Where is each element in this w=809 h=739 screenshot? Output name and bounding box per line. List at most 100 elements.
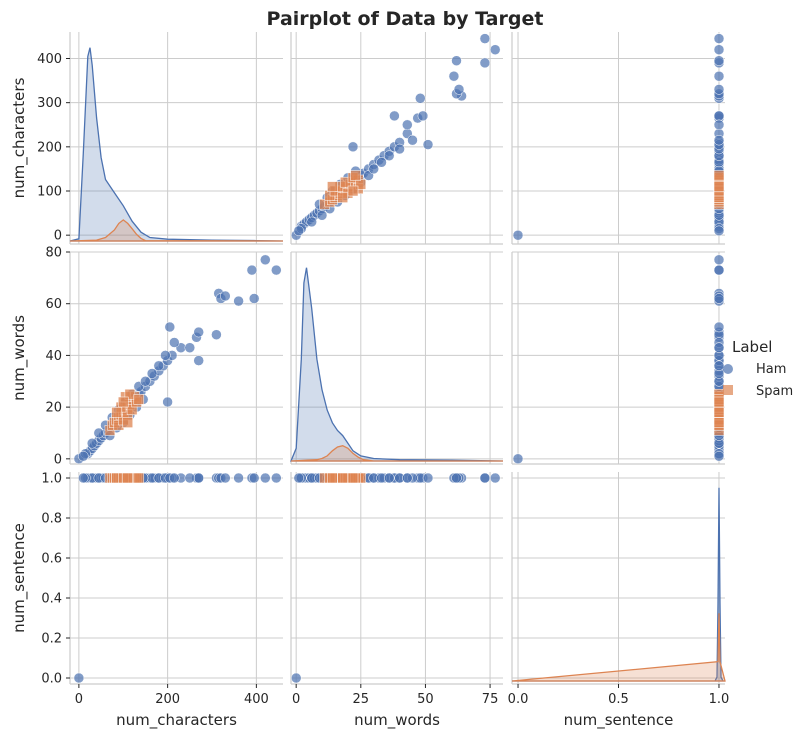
point-ham [713, 119, 725, 131]
legend-title: Label [732, 338, 772, 356]
point-ham [271, 264, 282, 276]
point-spam [133, 472, 145, 484]
point-ham [448, 70, 460, 82]
point-ham [248, 293, 260, 304]
point-ham [713, 70, 725, 82]
point-ham [512, 453, 524, 465]
tick-label-num_characters: 200 [37, 140, 62, 155]
tick-label-num_characters: 300 [37, 96, 62, 111]
tick-label-num_characters: 200 [155, 692, 180, 707]
kde-spam-num_sentence [511, 613, 726, 682]
point-ham [383, 472, 395, 484]
point-ham [422, 472, 434, 484]
panel-num_sentence-vs-num_characters [69, 472, 283, 685]
point-ham [290, 672, 302, 684]
panel-num_words-vs-num_sentence [511, 251, 725, 465]
point-ham [293, 472, 305, 484]
point-ham [415, 93, 426, 104]
axis-label-num_characters: num_characters [116, 711, 237, 730]
point-ham [713, 44, 725, 55]
point-ham [713, 264, 725, 276]
point-ham [417, 110, 429, 122]
point-spam [337, 192, 348, 203]
point-ham [86, 438, 98, 449]
kde-spam-num_characters [69, 219, 284, 242]
point-ham [713, 342, 725, 353]
axis-label-num_sentence: num_sentence [564, 711, 674, 730]
point-ham [489, 44, 501, 55]
tick-label-num_characters: 100 [37, 185, 62, 200]
point-ham [233, 295, 244, 307]
point-ham [713, 321, 725, 333]
point-ham [140, 376, 151, 387]
axis-label-num_characters: num_characters [10, 77, 29, 198]
tick-label-num_words: 0 [292, 692, 300, 707]
point-ham [479, 57, 491, 69]
point-ham [248, 472, 260, 484]
point-ham [260, 254, 271, 266]
point-spam [347, 472, 359, 484]
point-spam [713, 407, 725, 418]
tick-label-num_sentence: 1.0 [41, 472, 62, 487]
point-spam [713, 417, 725, 428]
point-ham [713, 225, 725, 237]
panel-num_characters-vs-num_characters [69, 32, 284, 245]
tick-label-num_characters: 0 [54, 229, 62, 244]
point-ham [451, 55, 462, 66]
panel-num_words-vs-num_words [290, 251, 504, 465]
point-ham [78, 450, 89, 462]
point-ham [713, 134, 725, 146]
point-ham [211, 329, 222, 340]
point-ham [169, 337, 180, 348]
point-ham [402, 472, 413, 484]
tick-label-num_characters: 400 [37, 52, 62, 67]
point-ham [162, 396, 173, 408]
point-spam [713, 396, 725, 408]
point-ham [368, 163, 379, 175]
legend-label-spam: Spam [756, 384, 793, 399]
point-spam [713, 170, 725, 181]
point-spam [122, 417, 133, 428]
point-ham [184, 472, 196, 484]
tick-label-num_sentence: 0.0 [508, 692, 529, 707]
tick-label-num_words: 40 [45, 349, 62, 364]
point-ham [246, 264, 258, 276]
axis-label-num_words: num_words [354, 711, 440, 730]
point-ham [713, 360, 725, 372]
legend-label-ham: Ham [756, 362, 786, 377]
panel-num_sentence-vs-num_sentence [511, 472, 726, 685]
tick-label-num_sentence: 0.6 [41, 552, 62, 567]
point-ham [316, 210, 328, 221]
tick-label-num_words: 80 [45, 246, 62, 261]
kde-ham-num_words [290, 267, 504, 462]
axis-label-num_sentence: num_sentence [10, 523, 29, 633]
point-ham [489, 472, 501, 484]
point-ham [169, 472, 180, 484]
point-spam [337, 472, 348, 484]
point-spam [350, 170, 361, 181]
point-ham [153, 360, 165, 372]
kde-spam-num_words [290, 445, 503, 462]
point-ham [271, 472, 282, 484]
axis-label-num_words: num_words [10, 315, 29, 401]
point-ham [383, 150, 395, 161]
tick-label-num_characters: 0 [75, 692, 83, 707]
point-ham [160, 350, 171, 361]
point-ham [713, 33, 725, 44]
tick-label-num_words: 25 [353, 692, 370, 707]
point-ham [164, 321, 176, 333]
point-ham [93, 427, 105, 439]
chart-title: Pairplot of Data by Target [267, 8, 544, 30]
point-ham [713, 254, 725, 266]
point-ham [479, 472, 491, 484]
point-spam [118, 396, 129, 408]
point-spam [327, 181, 338, 192]
panel-num_characters-vs-num_sentence [511, 32, 725, 245]
point-ham [293, 225, 305, 237]
point-ham [220, 290, 231, 302]
point-spam [133, 394, 145, 405]
tick-label-num_sentence: 1.0 [709, 692, 730, 707]
tick-label-num_words: 75 [482, 692, 499, 707]
point-ham [193, 472, 204, 484]
point-spam [347, 185, 359, 197]
